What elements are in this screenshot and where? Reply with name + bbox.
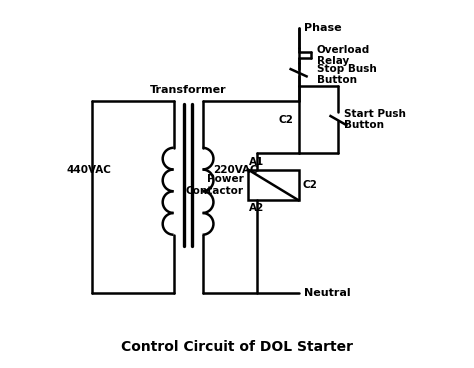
- Text: 440VAC: 440VAC: [67, 164, 111, 174]
- Text: A2: A2: [249, 203, 264, 213]
- Text: Neutral: Neutral: [304, 288, 351, 298]
- Text: Start Push
Button: Start Push Button: [344, 109, 406, 131]
- Text: Power
Contactor: Power Contactor: [185, 174, 244, 196]
- Text: C2: C2: [303, 180, 318, 190]
- Bar: [248, 170, 299, 200]
- Text: A1: A1: [249, 157, 264, 167]
- Text: Phase: Phase: [304, 23, 342, 33]
- Text: Stop Bush
Button: Stop Bush Button: [317, 64, 376, 85]
- Text: C2: C2: [278, 115, 293, 125]
- Text: 220VAC: 220VAC: [213, 164, 258, 174]
- Text: Transformer: Transformer: [150, 85, 227, 95]
- Text: Overload
Relay: Overload Relay: [317, 45, 370, 66]
- Text: Control Circuit of DOL Starter: Control Circuit of DOL Starter: [121, 340, 353, 354]
